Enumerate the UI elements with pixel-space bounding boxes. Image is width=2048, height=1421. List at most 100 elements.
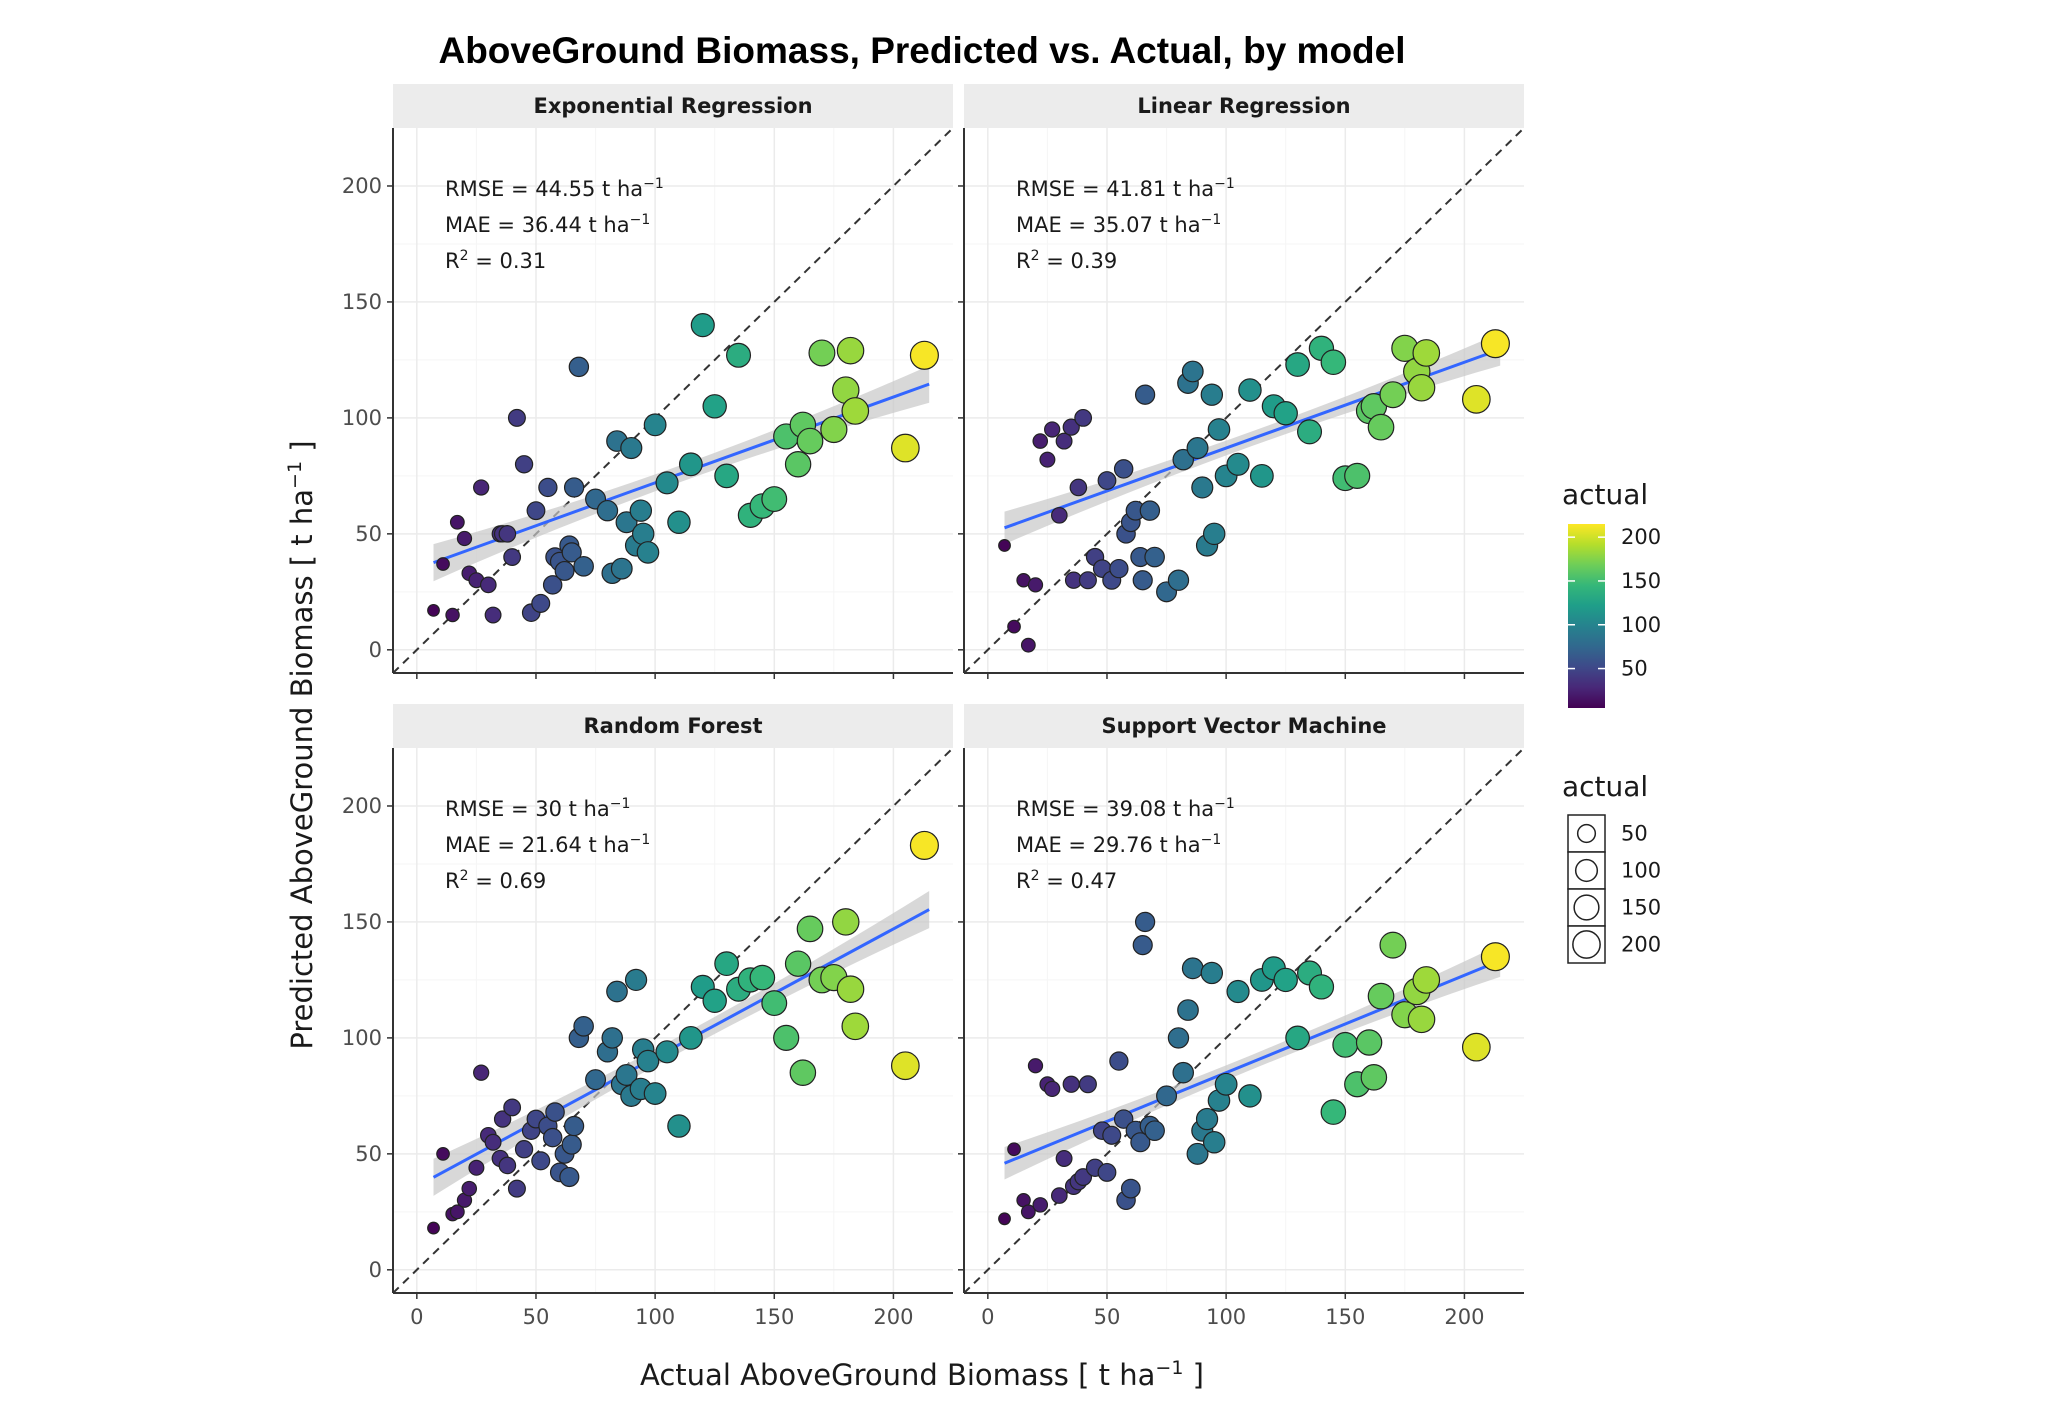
data-point xyxy=(808,339,836,367)
y-axis-label: Predicted AboveGround Biomass [ t ha−1 ] xyxy=(284,440,319,1049)
data-point xyxy=(473,479,490,496)
data-point xyxy=(678,452,703,477)
data-point xyxy=(1132,570,1153,591)
data-point xyxy=(620,436,643,460)
data-point xyxy=(1344,462,1371,489)
data-point xyxy=(601,1027,624,1049)
data-point xyxy=(1078,1075,1097,1094)
data-point xyxy=(1172,448,1195,471)
y-axis-label-text: Predicted AboveGround Biomass [ t ha xyxy=(285,489,319,1050)
data-point xyxy=(1007,1142,1021,1157)
data-point xyxy=(773,1024,800,1051)
data-point xyxy=(468,1159,485,1176)
data-point xyxy=(507,1179,526,1198)
size-key-circle xyxy=(1574,858,1599,883)
color-legend-title: actual xyxy=(1562,478,1648,511)
data-point xyxy=(531,593,551,613)
data-point xyxy=(1062,1075,1080,1093)
data-point xyxy=(1186,437,1209,460)
x-tick-label: 0 xyxy=(410,1305,423,1329)
x-tick-label: 50 xyxy=(523,1305,550,1329)
data-point xyxy=(1181,360,1204,383)
data-point xyxy=(559,1166,580,1188)
data-point xyxy=(1412,339,1441,367)
panel-0: Exponential Regression 0 50 100 150 200 RMSE =… xyxy=(342,84,954,679)
data-point xyxy=(1320,1099,1347,1125)
panel-title: Exponential Regression xyxy=(533,94,812,118)
data-point xyxy=(624,968,648,992)
r2-text: = 0.39 xyxy=(1040,249,1118,273)
data-point xyxy=(473,1064,490,1081)
data-point xyxy=(1167,569,1190,591)
mae-unit-sup: −1 xyxy=(1201,832,1222,848)
data-point xyxy=(1134,384,1156,405)
y-tick-label: 0 xyxy=(369,638,382,662)
panel-1: Linear Regression RMSE = 41.81 t ha−1 MAE … xyxy=(958,84,1525,679)
data-point xyxy=(796,915,824,943)
data-point xyxy=(1191,476,1214,499)
size-key-label: 150 xyxy=(1621,896,1661,920)
y-tick-label: 50 xyxy=(355,1142,382,1166)
mae-text: MAE = 29.76 t ha xyxy=(1016,833,1201,857)
data-point xyxy=(761,990,788,1017)
mae-unit-sup: −1 xyxy=(630,832,651,848)
data-point xyxy=(667,1114,691,1138)
data-point xyxy=(1308,974,1335,1000)
data-point xyxy=(461,1180,478,1197)
rmse-unit-sup: −1 xyxy=(1214,176,1235,192)
data-point xyxy=(1050,1187,1068,1204)
rmse-annotation: RMSE = 30 t ha−1 xyxy=(445,796,630,821)
data-point xyxy=(643,413,667,437)
data-point xyxy=(629,499,653,522)
data-point xyxy=(538,477,558,498)
data-point xyxy=(456,530,473,547)
data-point xyxy=(1181,957,1204,980)
data-point xyxy=(1200,961,1224,985)
size-key-label: 100 xyxy=(1621,859,1661,883)
data-point xyxy=(998,1212,1011,1226)
size-key-box xyxy=(1567,925,1606,964)
data-point xyxy=(1113,459,1134,479)
data-point xyxy=(1156,1085,1178,1107)
x-axis-label-sup: −1 xyxy=(1155,1357,1183,1379)
data-point xyxy=(1273,401,1298,426)
data-point xyxy=(561,542,582,563)
data-point xyxy=(636,541,660,564)
data-point xyxy=(1020,637,1036,653)
data-point xyxy=(1285,1025,1310,1051)
panel-strip xyxy=(393,704,953,748)
rmse-annotation: RMSE = 44.55 t ha−1 xyxy=(445,176,664,201)
data-point xyxy=(890,1051,920,1081)
data-point xyxy=(503,1098,522,1117)
data-point xyxy=(610,557,633,580)
x-axis-label-text: Actual AboveGround Biomass [ t ha xyxy=(640,1358,1155,1392)
rmse-unit-sup: −1 xyxy=(643,176,664,192)
mae-text: MAE = 21.64 t ha xyxy=(445,833,630,857)
data-point xyxy=(714,951,739,977)
x-tick-label: 150 xyxy=(754,1305,794,1329)
r2-annotation: R2 = 0.31 xyxy=(445,248,546,273)
data-point xyxy=(841,397,870,425)
rmse-annotation: RMSE = 41.81 t ha−1 xyxy=(1016,176,1235,201)
x-axis-label: Actual AboveGround Biomass [ t ha−1 ] xyxy=(640,1357,1204,1392)
data-point xyxy=(1062,418,1080,436)
data-point xyxy=(542,1127,563,1148)
panel-title: Linear Regression xyxy=(1137,94,1350,118)
data-point xyxy=(1273,967,1298,993)
r2-annotation: R2 = 0.69 xyxy=(445,868,546,893)
mae-text: MAE = 36.44 t ha xyxy=(445,213,630,237)
chart-title: AboveGround Biomass, Predicted vs. Actua… xyxy=(438,30,1405,71)
data-point xyxy=(484,1133,502,1151)
y-tick-label: 200 xyxy=(342,174,382,198)
size-key-label: 200 xyxy=(1621,933,1661,957)
identity-line xyxy=(963,127,1525,674)
y-axis-label-sup: −1 xyxy=(284,461,306,489)
y-tick-label: 100 xyxy=(342,1026,382,1050)
mae-text: MAE = 35.07 t ha xyxy=(1016,213,1201,237)
data-point xyxy=(1480,329,1510,359)
data-point xyxy=(1226,452,1250,476)
panel-strip xyxy=(964,84,1524,128)
mae-unit-sup: −1 xyxy=(1201,212,1222,228)
panel-3: Support Vector Machine 0 50 100 150 200 RMSE =… xyxy=(958,704,1525,1329)
